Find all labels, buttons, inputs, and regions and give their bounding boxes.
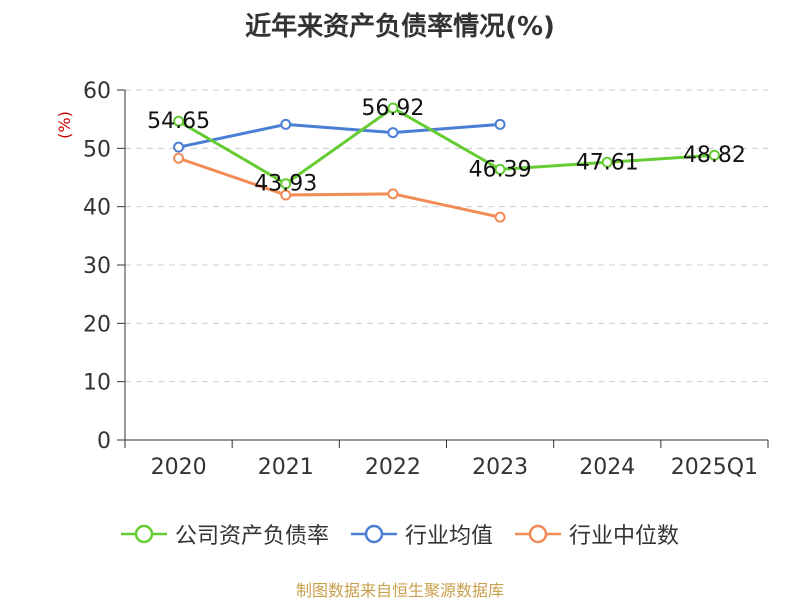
- data-label: 56.92: [361, 96, 424, 121]
- source-footer: 制图数据来自恒生聚源数据库: [295, 581, 504, 600]
- data-label: 48.82: [683, 143, 746, 168]
- y-axis-label: (%): [55, 111, 74, 139]
- data-point-2: [173, 152, 185, 164]
- data-point-0: [280, 178, 292, 190]
- legend-marker-industry-mean-icon: [350, 524, 397, 544]
- legend-label-industry-mean: 行业均值: [404, 524, 493, 549]
- legend-label-company: 公司资产负债率: [174, 524, 329, 549]
- data-point-0: [494, 163, 506, 175]
- y-tick-label: 10: [83, 371, 111, 396]
- data-point-2: [280, 189, 292, 201]
- data-label: 46.39: [469, 157, 532, 182]
- data-point-0: [387, 102, 399, 114]
- data-point-1: [494, 118, 506, 130]
- x-tick-label: 2024: [579, 455, 635, 480]
- series-line-2: [178, 156, 501, 219]
- data-label: 54.65: [147, 109, 210, 134]
- legend-item-industry-mean[interactable]: 行业均值: [350, 518, 493, 550]
- legend-marker-industry-median-icon: [515, 524, 561, 544]
- legend-marker-company-icon: [120, 524, 167, 544]
- legend-item-industry-median[interactable]: 行业中位数: [515, 518, 679, 550]
- legend-item-company[interactable]: 公司资产负债率: [120, 518, 329, 550]
- series-line-0: [177, 106, 715, 186]
- y-tick-label: 0: [97, 429, 111, 454]
- chart-legend: 公司资产负债率 行业均值 行业中位数: [0, 518, 800, 550]
- data-point-0: [601, 156, 613, 168]
- y-tick-label: 20: [83, 312, 111, 337]
- data-point-2: [387, 188, 399, 200]
- data-point-0: [708, 149, 720, 161]
- x-tick-label: 2025Q1: [671, 455, 758, 480]
- data-point-1: [173, 141, 185, 153]
- x-tick-label: 2020: [151, 455, 207, 480]
- data-point-1: [280, 118, 292, 130]
- legend-label-industry-median: 行业中位数: [569, 524, 680, 549]
- chart-title: 近年来资产负债率情况(%): [245, 12, 555, 42]
- x-tick-label: 2021: [258, 455, 314, 480]
- y-tick-label: 50: [83, 137, 111, 162]
- data-label: 43.93: [254, 172, 317, 197]
- x-tick-label: 2023: [472, 455, 528, 480]
- y-tick-label: 30: [83, 254, 111, 279]
- y-tick-label: 60: [83, 79, 111, 104]
- data-label: 47.61: [576, 150, 639, 175]
- x-tick-label: 2022: [365, 455, 421, 480]
- data-point-1: [387, 127, 399, 139]
- y-tick-label: 40: [83, 196, 111, 221]
- data-point-0: [173, 115, 185, 127]
- data-point-2: [494, 211, 506, 223]
- series-line-1: [178, 122, 501, 149]
